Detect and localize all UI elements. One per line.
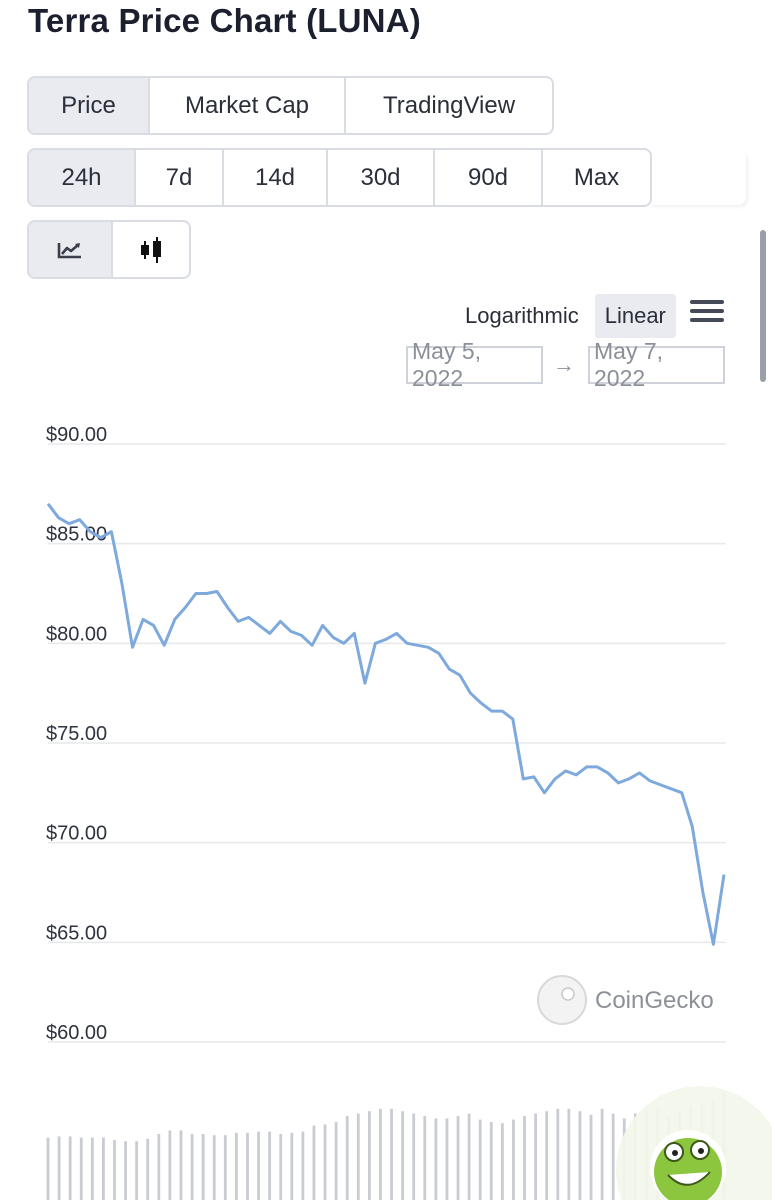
volume-bar — [113, 1140, 116, 1200]
range-7d[interactable]: 7d — [136, 150, 224, 205]
chart-type-tabs: Price Market Cap TradingView — [27, 76, 554, 135]
volume-bar — [157, 1134, 161, 1200]
volume-bar — [390, 1108, 393, 1200]
volume-bar — [234, 1132, 238, 1200]
line-chart-icon — [57, 242, 81, 258]
scale-toggle: Logarithmic Linear — [455, 293, 676, 339]
volume-bar — [124, 1141, 127, 1200]
y-tick-label: $85.00 — [46, 524, 107, 546]
gecko-mascot-icon — [616, 1086, 772, 1200]
watermark-text: CoinGecko — [595, 987, 714, 1014]
coingecko-eye-icon — [561, 987, 575, 1001]
volume-bar — [589, 1114, 593, 1200]
volume-bar — [467, 1113, 471, 1200]
volume-bar — [90, 1137, 94, 1200]
price-line — [46, 502, 726, 946]
line-chart-button[interactable] — [29, 222, 113, 277]
volume-bar — [478, 1119, 482, 1200]
price-series — [46, 502, 726, 946]
volume-bar — [323, 1124, 327, 1200]
volume-bar — [567, 1108, 571, 1200]
volume-bar — [201, 1134, 205, 1200]
y-tick-label: $60.00 — [46, 1022, 107, 1044]
tab-price[interactable]: Price — [29, 78, 150, 133]
volume-bar — [257, 1131, 260, 1200]
range-max[interactable]: Max — [573, 163, 620, 191]
range-14d[interactable]: 14d — [224, 150, 328, 205]
coingecko-watermark: CoinGecko — [537, 975, 714, 1025]
y-tick-label: $70.00 — [46, 823, 107, 845]
hamburger-menu-icon[interactable] — [690, 300, 724, 326]
volume-bar — [512, 1119, 515, 1200]
scale-linear-button[interactable]: Linear — [594, 294, 676, 338]
volume-bar — [345, 1116, 349, 1200]
grid-lines — [48, 443, 726, 1043]
volume-bar — [179, 1130, 183, 1200]
volume-bar — [356, 1113, 360, 1200]
volume-bar — [578, 1111, 582, 1200]
candlestick-button[interactable] — [113, 222, 189, 277]
volume-bar — [445, 1118, 449, 1200]
range-30d[interactable]: 30d — [328, 150, 435, 205]
volume-bar — [556, 1108, 560, 1200]
volume-bar — [290, 1132, 294, 1200]
volume-bar — [456, 1116, 460, 1200]
volume-bar — [500, 1123, 504, 1200]
volume-bar — [545, 1111, 549, 1200]
y-tick-label: $75.00 — [46, 723, 107, 745]
scale-logarithmic-button[interactable]: Logarithmic — [465, 303, 579, 328]
volume-bar — [301, 1131, 305, 1200]
volume-bar — [434, 1118, 438, 1200]
volume-bar — [46, 1137, 50, 1200]
volume-bar — [367, 1111, 371, 1200]
tab-market-cap[interactable]: Market Cap — [150, 78, 346, 133]
arrow-right-icon: → — [553, 352, 575, 377]
coingecko-logo-icon — [537, 975, 587, 1025]
tab-tradingview[interactable]: TradingView — [382, 91, 516, 119]
volume-bar — [279, 1134, 283, 1200]
y-tick-label: $90.00 — [46, 424, 107, 446]
volume-bar — [79, 1137, 83, 1200]
volume-bar — [534, 1113, 538, 1200]
range-24h[interactable]: 24h — [29, 150, 136, 205]
volume-bar — [268, 1131, 272, 1200]
volume-bar — [312, 1125, 316, 1200]
chart-style-toggle — [27, 220, 191, 279]
volume-bar — [412, 1113, 416, 1200]
y-tick-label: $80.00 — [46, 623, 107, 645]
volume-bar — [223, 1135, 227, 1200]
volume-bar — [600, 1108, 604, 1200]
volume-bar — [168, 1130, 172, 1200]
scrollbar[interactable] — [760, 230, 766, 382]
volume-bar — [68, 1136, 72, 1200]
volume-bar — [190, 1134, 194, 1200]
volume-bar — [379, 1108, 382, 1200]
volume-bar — [334, 1122, 338, 1200]
volume-bar — [135, 1141, 139, 1200]
y-tick-label: $65.00 — [46, 922, 107, 944]
volume-bar — [489, 1122, 493, 1200]
volume-bar — [246, 1132, 249, 1200]
y-axis-ticks: $90.00 $85.00 $80.00 $75.00 $70.00 $65.00 $60.… — [46, 424, 107, 1044]
page-title: Terra Price Chart (LUNA) — [28, 2, 421, 39]
volume-bar — [102, 1137, 105, 1200]
volume-bar — [423, 1116, 427, 1200]
range-90d[interactable]: 90d — [435, 150, 543, 205]
candlestick-icon — [141, 236, 161, 263]
volume-bar — [523, 1116, 526, 1200]
volume-bar — [57, 1136, 61, 1200]
volume-bar — [146, 1138, 150, 1200]
volume-bar — [212, 1135, 216, 1200]
volume-bar — [401, 1111, 405, 1200]
time-range-tabs: 24h 7d 14d 30d 90d Max — [27, 148, 652, 207]
volume-bar — [611, 1113, 615, 1200]
